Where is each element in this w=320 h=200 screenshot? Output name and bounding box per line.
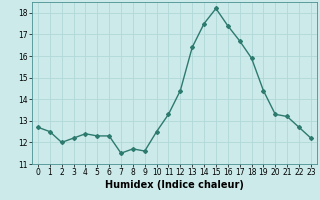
X-axis label: Humidex (Indice chaleur): Humidex (Indice chaleur) [105, 180, 244, 190]
